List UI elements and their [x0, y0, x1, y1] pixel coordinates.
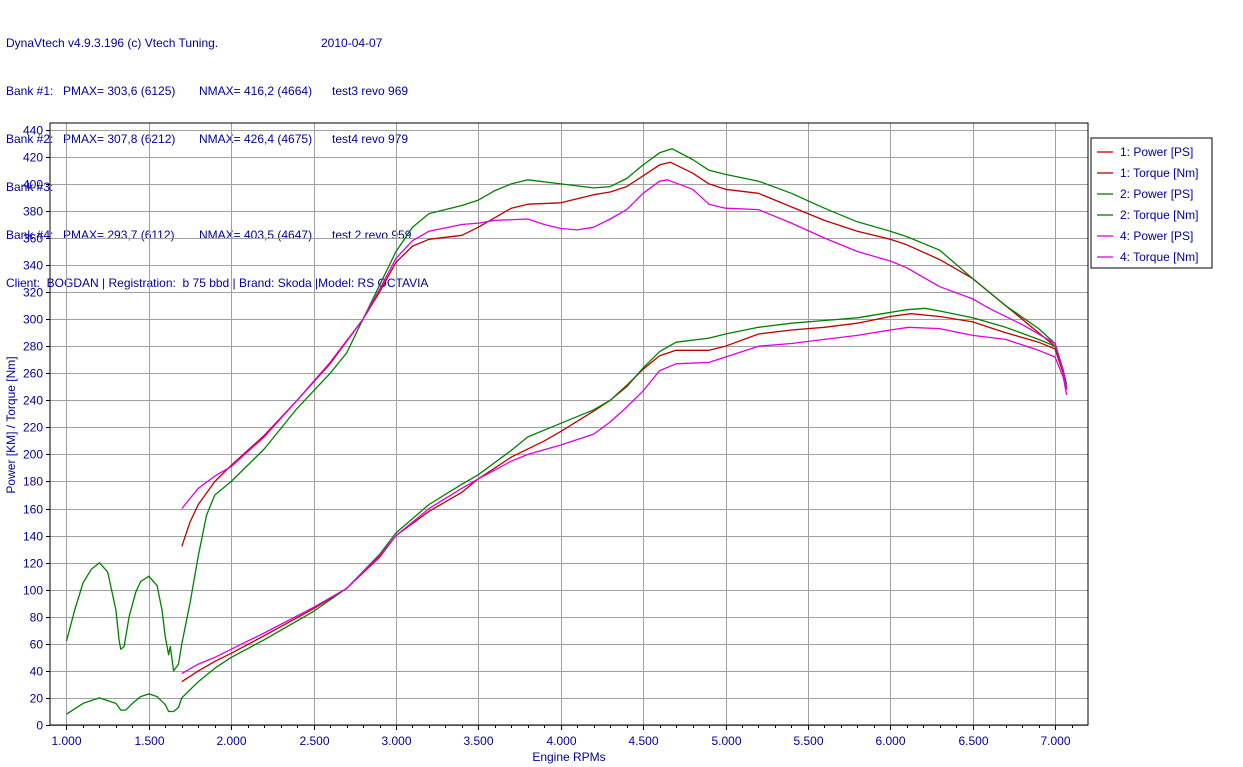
legend-label: 4: Torque [Nm] — [1120, 250, 1198, 264]
legend-label: 4: Power [PS] — [1120, 229, 1193, 243]
y-tick-label: 440 — [23, 124, 43, 138]
bank-note: test3 revo 969 — [332, 84, 409, 98]
bank-row-1: Bank #1: PMAX= 303,6 (6125) NMAX= 416,2 … — [6, 83, 408, 99]
legend-box — [1090, 137, 1213, 269]
legend-label: 2: Power [PS] — [1120, 187, 1193, 201]
y-tick-label: 60 — [30, 638, 44, 652]
bank-row-3: Bank #3: — [6, 179, 53, 195]
x-tick-label: 5.500 — [793, 734, 823, 748]
x-tick-label: 4.000 — [546, 734, 576, 748]
x-axis-title: Engine RPMs — [532, 750, 605, 764]
x-tick-label: 5.000 — [711, 734, 741, 748]
bank-row-2: Bank #2: PMAX= 307,8 (6212) NMAX= 426,4 … — [6, 131, 408, 147]
x-tick-label: 3.000 — [381, 734, 411, 748]
y-tick-label: 140 — [23, 530, 43, 544]
series-line-4 — [65, 148, 1068, 672]
y-tick-label: 340 — [23, 259, 43, 273]
x-tick-label: 1.500 — [134, 734, 164, 748]
y-tick-label: 320 — [23, 286, 43, 300]
x-axis-ticks: 1.000 1.500 2.000 2.500 3.000 3.500 4.000 4.500… — [51, 725, 1073, 748]
y-tick-label: 360 — [23, 232, 43, 246]
bank-note: test4 revo 979 — [332, 132, 409, 146]
series-lines — [65, 148, 1068, 715]
y-tick-label: 120 — [23, 557, 43, 571]
series-line-5 — [181, 326, 1068, 675]
bank-label: Bank #3: — [6, 180, 54, 194]
y-tick-label: 100 — [23, 584, 43, 598]
x-tick-label: 7.000 — [1040, 734, 1070, 748]
legend: 1: Power [PS] 1: Torque [Nm] 2: Power [PS]… — [1090, 137, 1213, 269]
x-tick-label: 6.500 — [958, 734, 988, 748]
y-tick-label: 300 — [23, 313, 43, 327]
bank-nmax: NMAX= 416,2 (4664) — [199, 84, 313, 98]
dyno-header: DynaVtech v4.9.3.196 (c) Vtech Tuning. 2… — [6, 3, 428, 307]
legend-label: 1: Power [PS] — [1120, 145, 1193, 159]
app-title: DynaVtech v4.9.3.196 (c) Vtech Tuning. — [6, 36, 219, 50]
bank-label: Bank #2: — [6, 132, 54, 146]
legend-label: 1: Torque [Nm] — [1120, 166, 1198, 180]
y-tick-label: 160 — [23, 503, 43, 517]
y-tick-label: 200 — [23, 448, 43, 462]
client-row: Client: BOGDAN | Registration: b 75 bbd … — [6, 275, 428, 291]
y-tick-label: 240 — [23, 394, 43, 408]
y-tick-label: 0 — [36, 719, 43, 733]
bank-pmax: PMAX= 303,6 (6125) — [63, 84, 176, 98]
client-info: Client: BOGDAN | Registration: b 75 bbd … — [6, 276, 429, 290]
y-tick-label: 20 — [30, 692, 44, 706]
x-tick-label: 6.000 — [875, 734, 905, 748]
run-date: 2010-04-07 — [321, 36, 383, 50]
y-axis-ticks: 0 20 40 60 80 100 120 140 160 180 200 220 240 260 280 3… — [23, 124, 50, 733]
x-tick-label: 4.500 — [628, 734, 658, 748]
y-tick-label: 280 — [23, 340, 43, 354]
x-tick-label: 1.000 — [51, 734, 81, 748]
y-tick-label: 220 — [23, 421, 43, 435]
y-axis-title: Power [KM] / Torque [Nm] — [4, 356, 18, 493]
series-line-3 — [66, 307, 1068, 715]
y-tick-label: 180 — [23, 475, 43, 489]
x-tick-label: 3.500 — [463, 734, 493, 748]
y-tick-label: 380 — [23, 205, 43, 219]
y-tick-label: 260 — [23, 367, 43, 381]
y-tick-label: 80 — [30, 611, 44, 625]
x-tick-label: 2.000 — [216, 734, 246, 748]
header-title-row: DynaVtech v4.9.3.196 (c) Vtech Tuning. 2… — [6, 35, 382, 51]
y-tick-label: 40 — [30, 665, 44, 679]
plot-frame — [49, 122, 1089, 726]
y-tick-label: 420 — [23, 151, 43, 165]
y-tick-label: 400 — [23, 178, 43, 192]
bank-label: Bank #4: — [6, 228, 54, 242]
bank-label: Bank #1: — [6, 84, 54, 98]
legend-label: 2: Torque [Nm] — [1120, 208, 1198, 222]
bank-nmax: NMAX= 426,4 (4675) — [199, 132, 313, 146]
grid — [50, 123, 1088, 726]
x-tick-label: 2.500 — [299, 734, 329, 748]
series-line-6 — [181, 179, 1068, 510]
